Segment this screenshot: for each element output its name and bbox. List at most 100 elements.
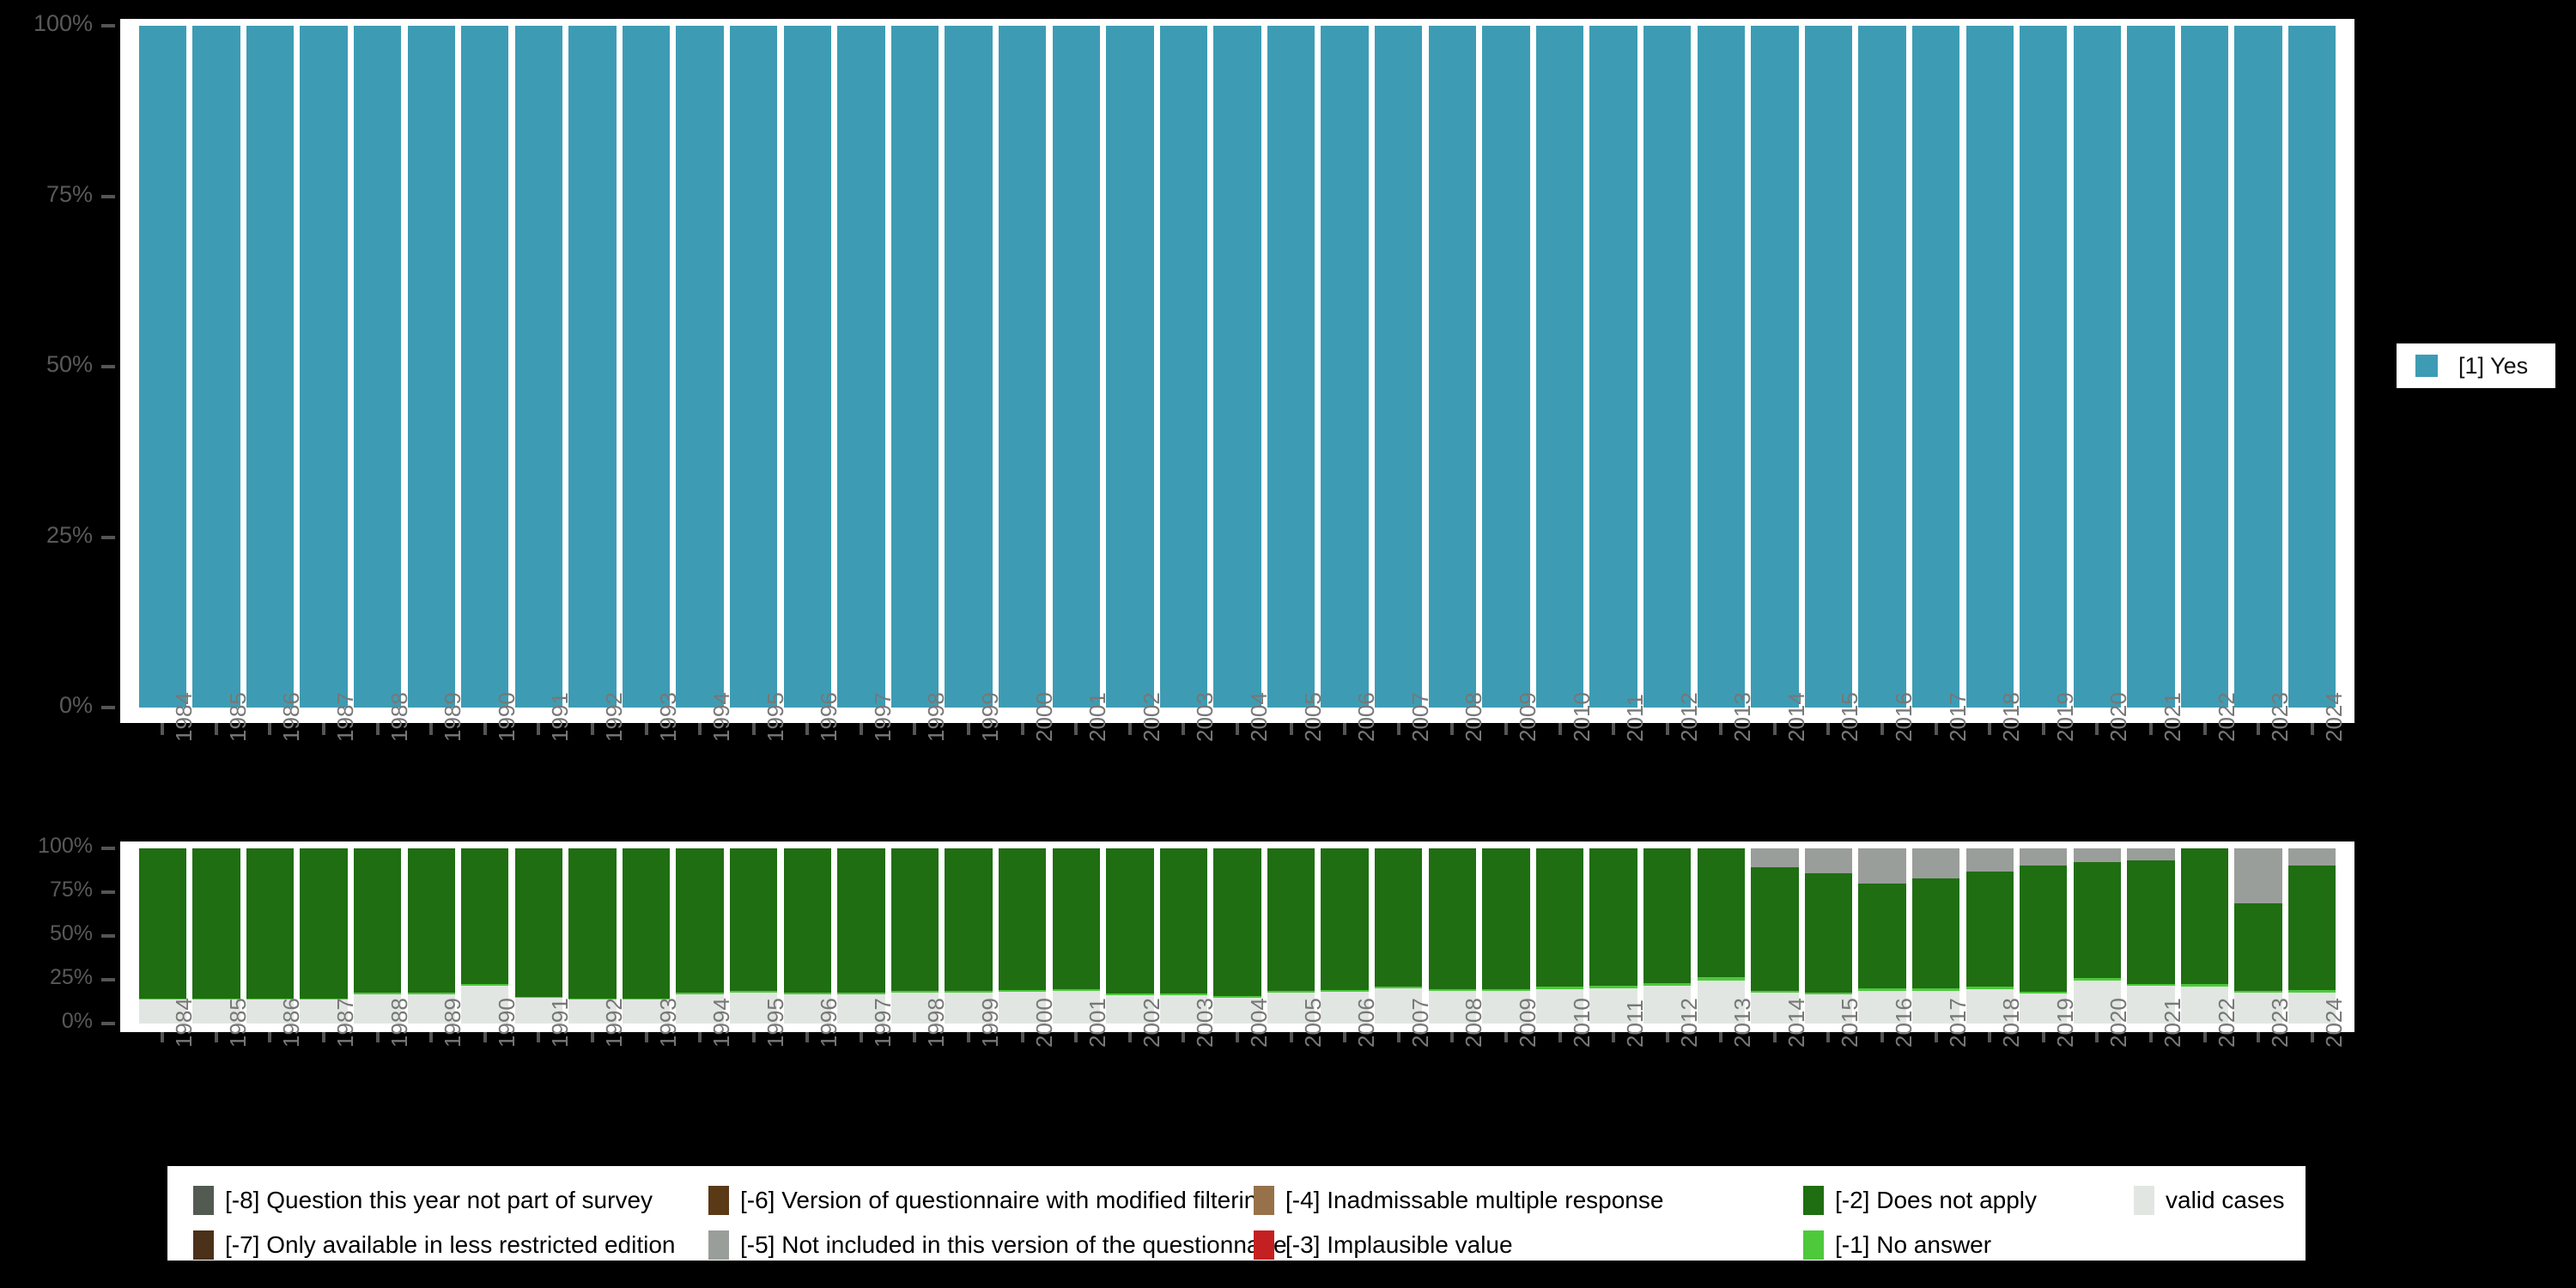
top-xtick-mark	[1127, 723, 1132, 735]
bottom-xtick-mark	[1558, 1032, 1562, 1042]
bottom-bar-segment	[1482, 991, 1530, 1024]
bottom-xlabel-2008: 2008	[1461, 998, 1487, 1048]
bottom-bar-segment	[1428, 848, 1477, 989]
bottom-bar-segment	[730, 848, 778, 992]
bottom-xtick-mark	[805, 1032, 810, 1042]
bottom-xlabel-2015: 2015	[1837, 998, 1863, 1048]
bottom-bar-1993	[622, 848, 671, 1024]
bottom-xtick-mark	[1826, 1032, 1831, 1042]
bottom-bar-segment	[1159, 993, 1208, 996]
bottom-ytick-0%: 0%	[61, 1009, 93, 1033]
top-bar-1997	[837, 26, 885, 708]
bottom-bar-1987	[300, 848, 348, 1024]
bottom-bar-segment	[2073, 977, 2122, 981]
bottom-bar-segment	[1911, 991, 1960, 1024]
bottom-bar-1992	[568, 848, 617, 1024]
bottom-bar-segment	[2288, 866, 2336, 991]
top-xlabel-2003: 2003	[1192, 692, 1218, 742]
bottom-bar-segment	[783, 994, 831, 1024]
bottom-bar-segment	[837, 993, 885, 995]
top-bar-1998	[890, 26, 939, 708]
bottom-ytick-75%: 75%	[49, 878, 93, 902]
bottom-xlabel-1986: 1986	[278, 998, 305, 1048]
bottom-bar-2018	[1965, 848, 2014, 1024]
legend-item--6[interactable]: [-6] Version of questionnaire with modif…	[708, 1183, 1271, 1218]
bottom-bar-segment	[138, 998, 186, 1000]
bottom-xtick-mark	[1343, 1032, 1347, 1042]
legend-label--8: [-8] Question this year not part of surv…	[225, 1187, 653, 1213]
bottom-bar-segment	[2234, 993, 2282, 1024]
bottom-bar-segment	[1804, 992, 1853, 995]
top-bar-1993	[622, 26, 671, 708]
bottom-xlabel-2019: 2019	[2051, 998, 2078, 1048]
top-chart-legend[interactable]: [1] Yes	[2397, 343, 2555, 388]
top-bar-2008	[1428, 26, 1477, 708]
bottom-bar-2015	[1804, 848, 1853, 1024]
legend-item--2[interactable]: [-2] Does not apply	[1803, 1183, 2037, 1218]
bottom-bar-segment	[1267, 993, 1315, 1024]
legend-item--8[interactable]: [-8] Question this year not part of surv…	[193, 1183, 653, 1218]
top-bar-1988	[353, 26, 402, 708]
bottom-bar-segment	[1858, 848, 1906, 884]
bottom-xlabel-2018: 2018	[1998, 998, 2025, 1048]
bottom-bar-2011	[1589, 848, 1637, 1024]
bottom-bar-1991	[514, 848, 563, 1024]
bottom-xlabel-1987: 1987	[332, 998, 359, 1048]
top-bar-2020	[2073, 26, 2122, 708]
bottom-ytick-mark	[101, 847, 115, 850]
bottom-bar-1999	[945, 848, 993, 1024]
bottom-xtick-mark	[1450, 1032, 1455, 1042]
top-xtick-mark	[1236, 723, 1239, 735]
bottom-xlabel-1989: 1989	[440, 998, 466, 1048]
bottom-bar-segment	[1535, 987, 1584, 990]
bottom-bar-segment	[1482, 848, 1530, 989]
legend-item--5[interactable]: [-5] Not included in this version of the…	[708, 1228, 1287, 1262]
bottom-bar-1997	[837, 848, 885, 1024]
legend-swatch--3	[1254, 1230, 1274, 1260]
top-ytick-50%: 50%	[46, 351, 93, 377]
top-xtick-mark	[1396, 723, 1400, 735]
bottom-bar-segment	[998, 848, 1047, 991]
bottom-bar-segment	[890, 991, 939, 993]
bottom-bar-segment	[1106, 848, 1154, 993]
top-xlabel-2014: 2014	[1783, 692, 1809, 742]
top-bar-1994	[676, 26, 724, 708]
top-xtick-mark	[2095, 723, 2099, 735]
bottom-bar-segment	[1375, 986, 1423, 989]
bottom-bar-segment	[407, 993, 455, 995]
top-xtick-mark	[214, 723, 218, 735]
bottom-bar-1986	[246, 848, 295, 1024]
top-xlabel-1991: 1991	[547, 692, 574, 742]
bottom-bar-segment	[2288, 990, 2336, 993]
bottom-bar-2013	[1697, 848, 1745, 1024]
bottom-bar-segment	[1911, 878, 1960, 989]
top-bar-2021	[2127, 26, 2175, 708]
legend-item--3[interactable]: [-3] Implausible value	[1254, 1228, 1513, 1262]
bottom-xlabel-2023: 2023	[2267, 998, 2293, 1048]
bottom-bar-segment	[2127, 860, 2175, 984]
top-bar-1991	[514, 26, 563, 708]
legend-item--1[interactable]: [-1] No answer	[1803, 1228, 1991, 1262]
bottom-bar-segment	[998, 990, 1047, 993]
bottom-bar-segment	[945, 993, 993, 1024]
bottom-bar-segment	[1697, 981, 1745, 1024]
bottom-bar-2019	[2020, 848, 2068, 1024]
bottom-xtick-mark	[2041, 1032, 2045, 1042]
legend-item--7[interactable]: [-7] Only available in less restricted e…	[193, 1228, 675, 1262]
top-xtick-mark	[1826, 723, 1831, 735]
legend-item--4[interactable]: [-4] Inadmissable multiple response	[1254, 1183, 1663, 1218]
top-xtick-mark	[2148, 723, 2153, 735]
legend-item-valid[interactable]: valid cases	[2134, 1183, 2285, 1218]
bottom-bar-segment	[1589, 986, 1637, 989]
bottom-bar-2012	[1643, 848, 1692, 1024]
bottom-bar-segment	[138, 999, 186, 1024]
bottom-bar-segment	[461, 848, 509, 985]
top-xtick-mark	[375, 723, 380, 735]
top-xtick-mark	[161, 723, 165, 735]
top-xlabel-2001: 2001	[1084, 692, 1111, 742]
top-ytick-mark	[101, 365, 115, 368]
bottom-bar-segment	[1751, 993, 1799, 1024]
top-xtick-mark	[1020, 723, 1024, 735]
top-bar-2006	[1321, 26, 1369, 708]
bottom-chart-legend[interactable]: [-8] Question this year not part of surv…	[167, 1166, 2306, 1261]
